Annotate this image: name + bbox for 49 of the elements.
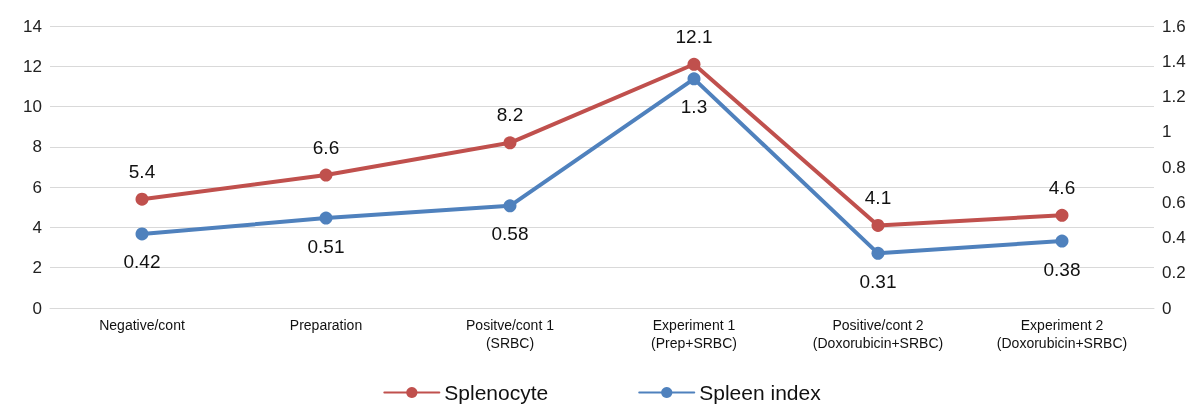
point [503, 136, 517, 150]
x-tick-label: Positive/cont 2 (Doxorubicin+SRBC) [812, 317, 944, 351]
x-tick-label: Negative/cont [99, 317, 185, 333]
y-tick-label: 12 [23, 56, 42, 76]
point [871, 218, 885, 232]
data-label: 0.51 [307, 235, 345, 257]
data-label: 12.1 [675, 25, 713, 47]
point [871, 246, 885, 260]
data-label: 1.3 [680, 96, 708, 118]
x-tick-label: Preparation [289, 317, 363, 333]
y-tick-label: 8 [32, 137, 42, 157]
y2-tick-label: 0.8 [1162, 157, 1186, 177]
data-label: 6.6 [312, 136, 340, 158]
y2-tick-label: 0 [1162, 298, 1172, 318]
x-tick-label: Experiment 2 (Doxorubicin+SRBC) [996, 317, 1128, 351]
legend-label: Spleen index [699, 381, 822, 404]
data-label: 4.1 [864, 186, 892, 208]
y-tick-label: 2 [32, 258, 42, 278]
point [135, 227, 149, 241]
point [503, 199, 517, 213]
y-tick-label: 6 [32, 177, 42, 197]
point [687, 57, 701, 71]
point [319, 168, 333, 182]
y-tick-label: 0 [32, 298, 42, 318]
y-tick-label: 4 [32, 217, 42, 237]
point [135, 192, 149, 206]
y2-tick-label: 0.6 [1162, 192, 1186, 212]
x-tick-label: Positve/cont 1 (SRBC) [466, 317, 555, 351]
data-label: 5.4 [128, 160, 156, 182]
data-label: 4.6 [1048, 176, 1076, 198]
y2-tick-label: 0.4 [1162, 228, 1186, 247]
data-label: 0.31 [859, 270, 897, 292]
point [687, 72, 701, 86]
data-label: 0.58 [491, 223, 529, 245]
point [1055, 208, 1069, 222]
y2-tick-label: 1.4 [1162, 51, 1186, 71]
y2-tick-label: 1.2 [1162, 87, 1186, 106]
x-tick-label: Experiment 1 (Prep+SRBC) [651, 317, 737, 351]
point [319, 211, 333, 225]
data-label: 0.42 [123, 251, 161, 273]
data-label: 8.2 [496, 104, 524, 126]
y2-tick-label: 1 [1162, 122, 1172, 142]
point [1055, 234, 1069, 248]
data-label: 0.38 [1043, 258, 1081, 280]
y-tick-label: 14 [23, 16, 42, 36]
y-tick-label: 10 [23, 97, 42, 117]
legend-label: Splenocyte [444, 381, 549, 404]
y2-tick-label: 1.6 [1162, 16, 1186, 36]
y2-tick-label: 0.2 [1162, 263, 1186, 283]
